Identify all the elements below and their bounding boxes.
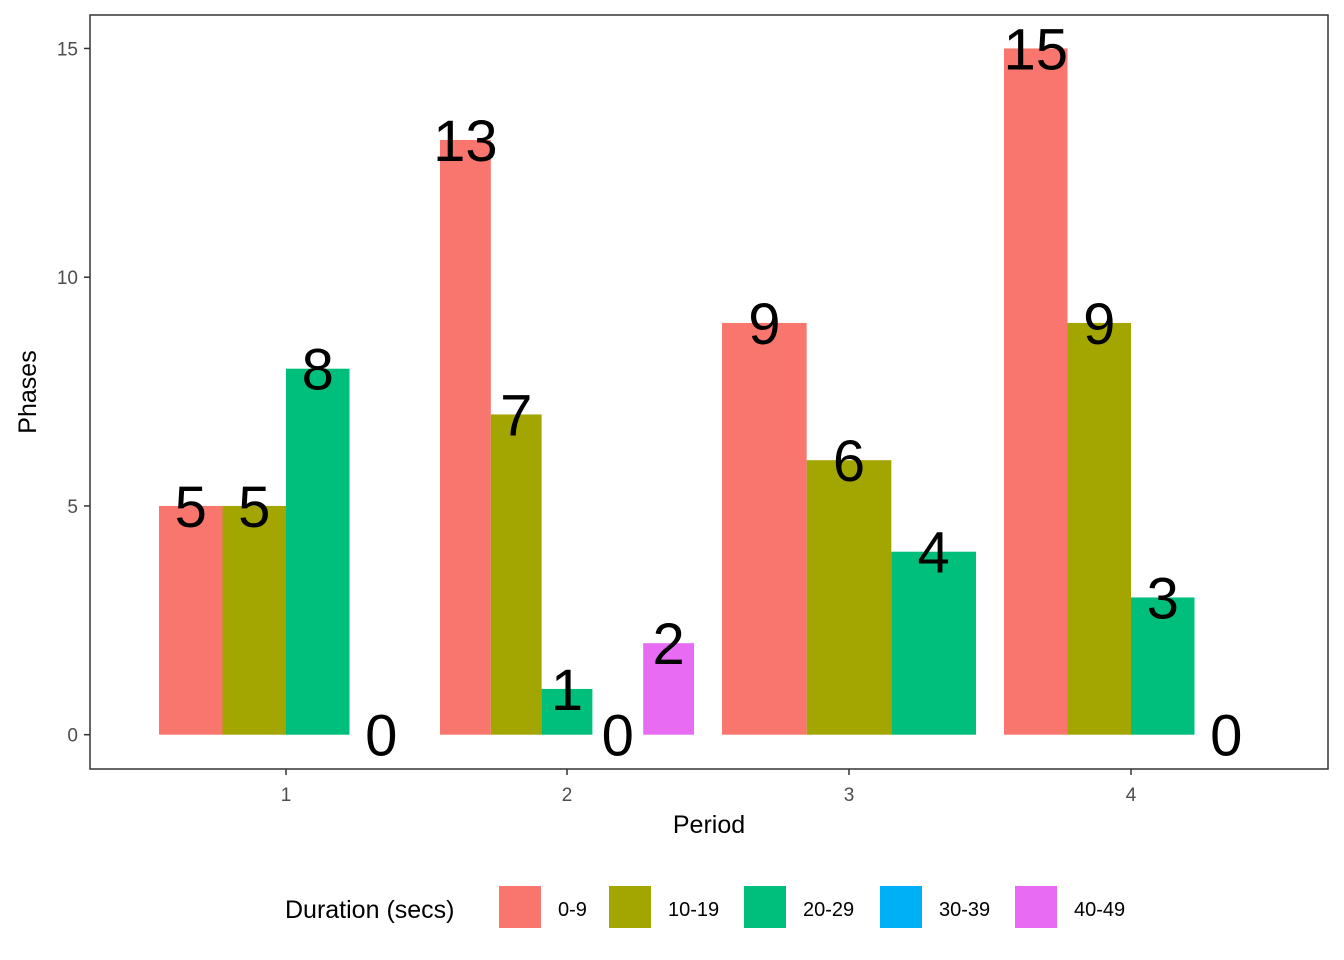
y-tick-label-10: 10 — [57, 268, 78, 289]
bar-period-1-20-29 — [286, 368, 350, 735]
x-axis: 1 2 3 4 — [281, 769, 1137, 806]
x-tick-label-1: 1 — [281, 785, 292, 806]
legend-key-20-29 — [744, 886, 786, 928]
data-label-period-2-30-39: 0 — [602, 704, 634, 769]
legend-key-0-9 — [499, 886, 541, 928]
bar-period-2-20-29 — [541, 688, 593, 735]
data-label-period-2-10-19: 7 — [500, 383, 532, 448]
data-label-period-4-0-9: 15 — [1003, 17, 1068, 82]
y-axis: 0 5 10 15 — [57, 39, 90, 747]
data-label-period-2-20-29: 1 — [551, 658, 583, 723]
bar-period-3-0-9 — [722, 322, 807, 735]
y-tick-label-5: 5 — [67, 497, 78, 518]
bar-period-1-10-19 — [222, 505, 286, 735]
bar-period-2-10-19 — [490, 414, 542, 735]
legend-key-30-39 — [880, 886, 922, 928]
data-label-period-1-10-19: 5 — [238, 475, 270, 540]
y-axis-title: Phases — [14, 350, 42, 433]
data-label-period-3-20-29: 4 — [918, 521, 950, 586]
legend-title: Duration (secs) — [285, 896, 455, 924]
data-label-period-4-30-39: 0 — [1210, 704, 1242, 769]
bar-period-2-0-9 — [440, 139, 491, 735]
x-tick-label-3: 3 — [844, 785, 855, 806]
bar-period-4-20-29 — [1131, 597, 1195, 735]
data-label-period-1-0-9: 5 — [175, 475, 207, 540]
data-label-period-2-0-9: 13 — [433, 109, 498, 174]
x-tick-label-4: 4 — [1126, 785, 1137, 806]
data-label-period-1-30-39: 0 — [365, 704, 397, 769]
y-tick-label-15: 15 — [57, 39, 78, 60]
data-label-period-2-40-49: 2 — [652, 612, 684, 677]
bars-layer — [159, 48, 1195, 735]
data-label-period-3-0-9: 9 — [748, 292, 780, 357]
legend-label-40-49: 40-49 — [1074, 899, 1125, 921]
bar-period-4-0-9 — [1004, 48, 1068, 735]
x-axis-title: Period — [673, 811, 745, 839]
bar-period-4-10-19 — [1067, 322, 1131, 735]
bar-period-2-40-49 — [643, 643, 694, 735]
legend-label-20-29: 20-29 — [803, 899, 854, 921]
bar-period-3-20-29 — [891, 551, 976, 735]
data-label-period-1-20-29: 8 — [302, 338, 334, 403]
data-label-period-4-20-29: 3 — [1147, 566, 1179, 631]
data-label-period-4-10-19: 9 — [1083, 292, 1115, 357]
legend: Duration (secs) 0-9 10-19 20-29 30-39 40-49 — [285, 886, 1125, 928]
legend-label-10-19: 10-19 — [668, 899, 719, 921]
legend-key-40-49 — [1015, 886, 1057, 928]
data-label-period-3-10-19: 6 — [833, 429, 865, 494]
x-tick-label-2: 2 — [562, 785, 573, 806]
legend-label-30-39: 30-39 — [939, 899, 990, 921]
y-tick-label-0: 0 — [67, 726, 78, 747]
legend-label-0-9: 0-9 — [558, 899, 587, 921]
bar-period-3-10-19 — [806, 460, 892, 735]
bar-period-1-0-9 — [159, 505, 223, 735]
legend-key-10-19 — [609, 886, 651, 928]
